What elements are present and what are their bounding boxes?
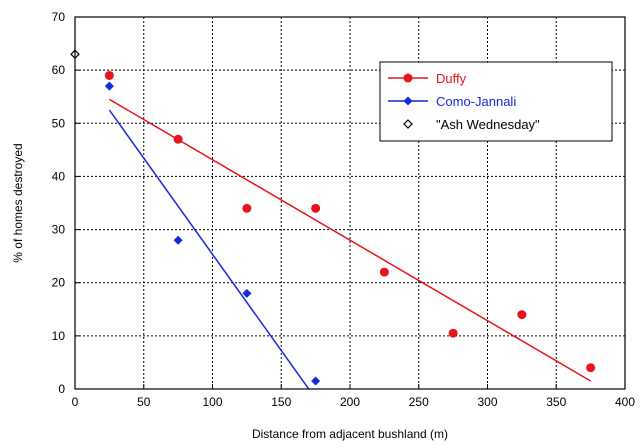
x-tick-label: 350 (546, 395, 566, 409)
y-tick-label: 40 (52, 169, 66, 183)
legend: Duffy Como-Jannali "Ash Wednesday" (379, 61, 613, 142)
data-point (242, 288, 252, 298)
legend-label: Como-Jannali (436, 94, 516, 109)
data-point (242, 203, 252, 213)
y-tick-label: 60 (52, 63, 66, 77)
y-tick-label: 10 (52, 329, 66, 343)
data-point (311, 376, 321, 386)
data-point (448, 328, 458, 338)
data-point (379, 267, 389, 277)
fit-line (108, 109, 310, 390)
legend-marker (403, 73, 413, 83)
y-tick-label: 30 (52, 223, 66, 237)
legend-marker (403, 119, 413, 129)
legend-label: "Ash Wednesday" (436, 117, 540, 132)
x-tick-label: 150 (271, 395, 291, 409)
x-tick-label: 400 (615, 395, 635, 409)
data-point (104, 70, 114, 80)
fit-lines (108, 98, 592, 390)
ticks: 0 50 100 150 200 250 300 350 400 0 10 20 30 40 50 60 70 (52, 10, 636, 409)
data-points (70, 49, 596, 386)
legend-marker (403, 96, 413, 106)
data-point (104, 81, 114, 91)
data-point (173, 134, 183, 144)
y-tick-label: 70 (52, 10, 66, 24)
y-tick-label: 50 (52, 116, 66, 130)
x-tick-label: 250 (409, 395, 429, 409)
fit-line (108, 98, 592, 382)
y-axis-label: % of homes destroyed (11, 143, 25, 262)
data-point (311, 203, 321, 213)
x-tick-label: 300 (477, 395, 497, 409)
x-axis-label: Distance from adjacent bushland (m) (252, 427, 448, 441)
data-point (517, 310, 527, 320)
x-tick-label: 0 (72, 395, 79, 409)
legend-label: Duffy (436, 71, 467, 86)
y-tick-label: 20 (52, 276, 66, 290)
x-tick-label: 50 (137, 395, 151, 409)
y-tick-label: 0 (58, 382, 65, 396)
data-point (173, 235, 183, 245)
x-tick-label: 100 (202, 395, 222, 409)
data-point (586, 363, 596, 373)
x-tick-label: 200 (340, 395, 360, 409)
